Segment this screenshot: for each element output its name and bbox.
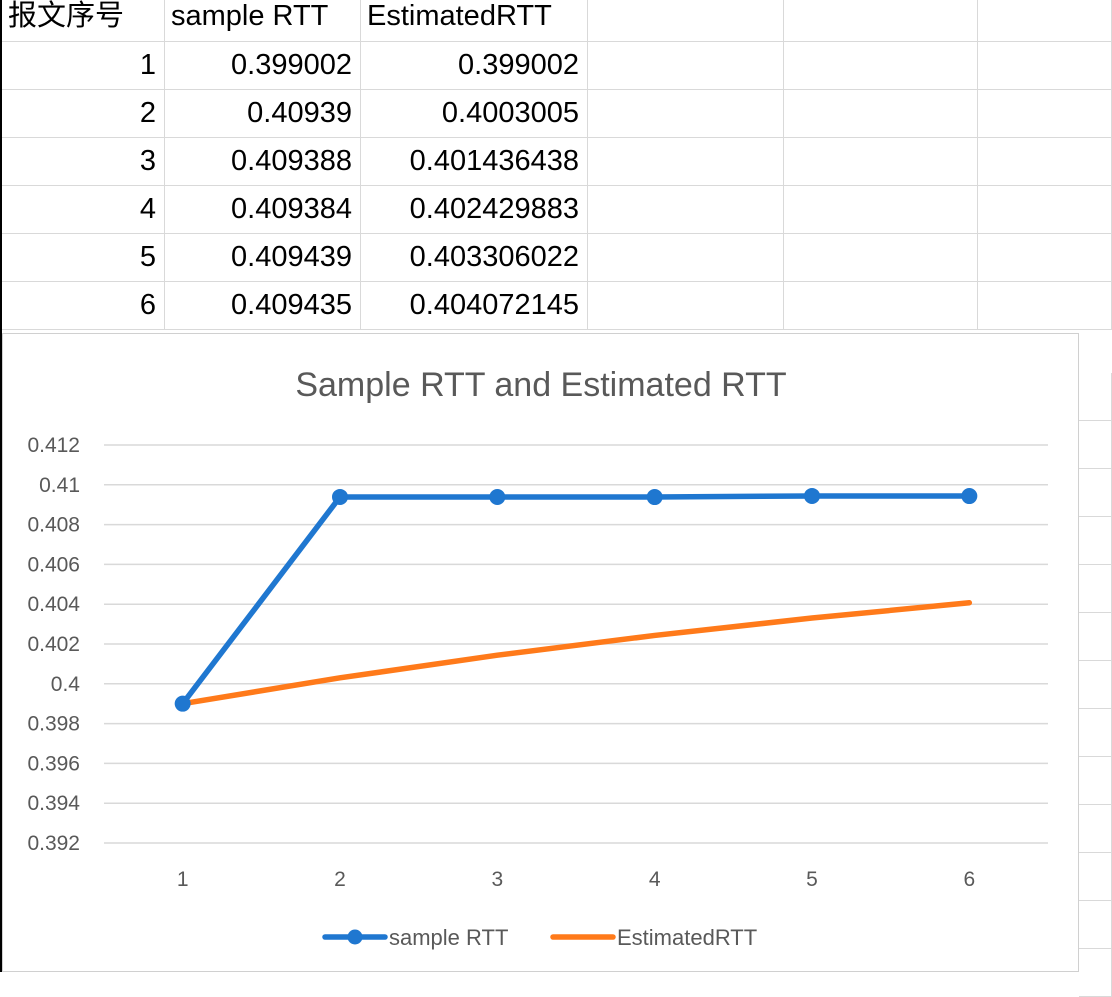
x-tick-label: 5 — [806, 868, 818, 891]
row-index-cell[interactable]: 5 — [2, 234, 165, 282]
data-point[interactable] — [332, 488, 348, 505]
empty-cell[interactable] — [588, 42, 784, 90]
data-point[interactable] — [646, 489, 663, 506]
empty-cell[interactable] — [1079, 565, 1112, 613]
y-tick-label: 0.408 — [27, 514, 80, 537]
legend-label: EstimatedRTT — [617, 925, 757, 950]
empty-cell[interactable] — [1079, 949, 1112, 997]
y-tick-label: 0.406 — [27, 553, 80, 576]
value-cell[interactable]: 0.402429883 — [361, 186, 588, 234]
empty-cell[interactable] — [784, 234, 978, 282]
legend-item: sample RTT — [322, 925, 508, 950]
chart-title: Sample RTT and Estimated RTT — [295, 366, 786, 404]
value-cell[interactable]: 0.409388 — [165, 138, 361, 186]
row-index-cell[interactable]: 4 — [2, 186, 165, 234]
empty-cell[interactable] — [1079, 613, 1112, 661]
legend-label: sample RTT — [389, 925, 508, 950]
value-cell[interactable]: 0.40939 — [165, 90, 361, 138]
empty-cell[interactable] — [1079, 469, 1112, 517]
empty-cell[interactable] — [978, 138, 1112, 186]
series-line — [179, 493, 973, 707]
empty-cell[interactable] — [1079, 421, 1112, 469]
x-tick-label: 2 — [334, 868, 346, 891]
empty-cell[interactable] — [978, 234, 1112, 282]
empty-cell[interactable] — [1079, 757, 1112, 805]
empty-cell[interactable] — [784, 138, 978, 186]
empty-cell[interactable] — [978, 282, 1112, 330]
y-tick-label: 0.396 — [27, 752, 80, 775]
value-cell[interactable]: 0.404072145 — [361, 282, 588, 330]
empty-cell[interactable] — [1079, 661, 1112, 709]
empty-cell[interactable] — [588, 0, 784, 42]
y-tick-label: 0.394 — [27, 792, 80, 815]
empty-cell[interactable] — [588, 138, 784, 186]
x-axis-tick-labels: 1 2 3 4 5 6 — [177, 868, 975, 891]
y-tick-label: 0.404 — [27, 593, 80, 616]
empty-cell[interactable] — [1079, 853, 1112, 901]
chart-canvas: Sample RTT and Estimated RTT 0.3920.3940… — [27, 366, 1048, 950]
header-cell[interactable]: 报文序号 — [2, 0, 165, 42]
empty-cell[interactable] — [784, 90, 978, 138]
empty-cell[interactable] — [588, 186, 784, 234]
value-cell[interactable]: 0.409384 — [165, 186, 361, 234]
row-index-cell[interactable]: 2 — [2, 90, 165, 138]
data-point[interactable] — [174, 695, 191, 712]
line-chart[interactable]: Sample RTT and Estimated RTT 0.392 0.394 0… — [2, 333, 1079, 972]
y-tick-label: 0.4 — [51, 673, 81, 696]
empty-cell[interactable] — [784, 0, 978, 42]
value-cell[interactable]: 0.409439 — [165, 234, 361, 282]
legend-marker — [347, 929, 363, 945]
empty-cell[interactable] — [978, 186, 1112, 234]
empty-cell[interactable] — [978, 42, 1112, 90]
series-line — [179, 600, 973, 707]
empty-cell[interactable] — [784, 186, 978, 234]
y-tick-label: 0.398 — [27, 713, 80, 736]
row-index-cell[interactable]: 3 — [2, 138, 165, 186]
value-cell[interactable]: 0.401436438 — [361, 138, 588, 186]
data-point[interactable] — [961, 488, 978, 505]
y-tick-label: 0.392 — [27, 832, 80, 855]
y-tick-label: 0.402 — [27, 633, 80, 656]
series-2 — [179, 600, 973, 707]
value-cell[interactable]: 0.403306022 — [361, 234, 588, 282]
header-cell[interactable]: EstimatedRTT — [361, 0, 588, 42]
value-cell[interactable]: 0.399002 — [361, 42, 588, 90]
header-cell[interactable]: sample RTT — [165, 0, 361, 42]
x-tick-label: 1 — [177, 868, 189, 891]
empty-cell[interactable] — [588, 234, 784, 282]
data-point[interactable] — [489, 488, 506, 505]
empty-cell[interactable] — [1079, 709, 1112, 757]
x-tick-label: 3 — [491, 868, 503, 891]
empty-cell[interactable] — [978, 0, 1112, 42]
empty-cell[interactable] — [784, 42, 978, 90]
row-index-cell[interactable]: 1 — [2, 42, 165, 90]
series-1 — [174, 487, 978, 712]
sheet-left-border — [0, 0, 2, 972]
empty-cell[interactable] — [588, 282, 784, 330]
x-tick-label: 6 — [963, 868, 975, 891]
empty-cell[interactable] — [1079, 373, 1112, 421]
empty-cell[interactable] — [588, 90, 784, 138]
x-tick-label: 4 — [649, 868, 661, 891]
value-cell[interactable]: 0.399002 — [165, 42, 361, 90]
empty-cell[interactable] — [1079, 901, 1112, 949]
y-tick-label: 0.41 — [39, 474, 80, 497]
empty-cell[interactable] — [1079, 805, 1112, 853]
legend: sample RTT EstimatedRTT — [322, 925, 757, 950]
y-axis-tick-labels: 0.392 0.394 0.396 0.398 0.4 0.402 0.404 0.406 0.… — [27, 434, 80, 855]
value-cell[interactable]: 0.4003005 — [361, 90, 588, 138]
series-layer — [174, 487, 978, 712]
data-point[interactable] — [804, 487, 820, 504]
y-tick-label: 0.412 — [27, 434, 80, 457]
empty-cell[interactable] — [1079, 517, 1112, 565]
row-index-cell[interactable]: 6 — [2, 282, 165, 330]
empty-cell[interactable] — [784, 282, 978, 330]
value-cell[interactable]: 0.409435 — [165, 282, 361, 330]
empty-cell[interactable] — [978, 90, 1112, 138]
legend-item: EstimatedRTT — [550, 925, 757, 950]
